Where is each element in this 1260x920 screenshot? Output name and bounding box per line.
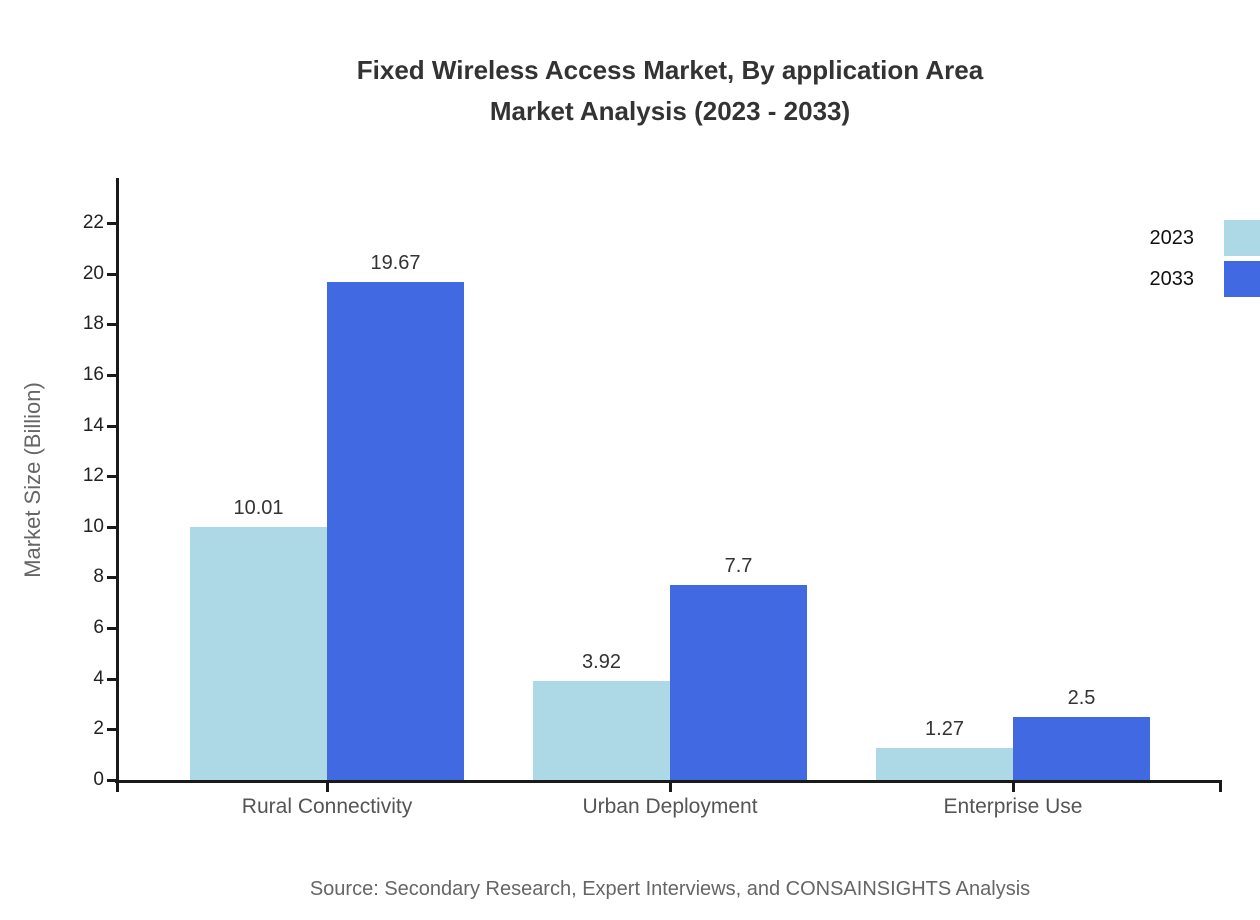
y-tick-label: 16 (82, 363, 104, 385)
bar-value-label: 3.92 (582, 650, 621, 673)
legend-label: 2023 (1149, 227, 1195, 249)
x-tick (1012, 783, 1015, 792)
category-label: Urban Deployment (582, 795, 758, 818)
bar-value-label: 2.5 (1067, 686, 1096, 709)
x-tick (326, 783, 329, 792)
bar (670, 585, 807, 780)
y-tick-label: 20 (82, 262, 104, 284)
x-tick (116, 783, 119, 792)
bar (876, 747, 1013, 780)
bar (190, 526, 327, 780)
y-tick-label: 8 (93, 566, 104, 588)
y-tick (107, 525, 116, 529)
chart-title-line2: Market Analysis (2023 - 2033) (489, 96, 851, 126)
bar-value-label: 10.01 (233, 496, 284, 519)
y-tick-label: 0 (93, 769, 104, 790)
y-tick (107, 576, 116, 580)
y-tick-label: 18 (82, 313, 104, 335)
legend-swatch (1224, 261, 1260, 297)
legend-label: 2033 (1149, 268, 1195, 290)
y-axis-line (116, 178, 119, 783)
bar-value-label: 19.67 (370, 251, 421, 274)
chart-title: Fixed Wireless Access Market, By applica… (118, 50, 1222, 132)
legend-swatch (1224, 220, 1260, 256)
bar (327, 281, 464, 780)
y-tick-label: 4 (93, 667, 104, 689)
bar-value-label: 7.7 (724, 555, 753, 578)
bar (1013, 716, 1150, 780)
y-tick (107, 373, 116, 377)
y-tick-label: 10 (82, 515, 104, 537)
source-note: Source: Secondary Research, Expert Inter… (309, 878, 1031, 900)
category-label: Rural Connectivity (241, 795, 413, 818)
x-tick (1219, 783, 1222, 792)
category-label: Enterprise Use (943, 795, 1083, 818)
y-tick (107, 475, 116, 479)
x-tick (669, 783, 672, 792)
bar-value-label: 1.27 (925, 717, 964, 740)
x-axis-line (115, 780, 1222, 783)
y-tick (107, 779, 116, 782)
y-tick (107, 323, 116, 327)
y-tick-label: 12 (82, 465, 104, 487)
y-tick (107, 222, 116, 225)
y-tick-label: 2 (93, 718, 104, 740)
y-tick (107, 728, 116, 732)
y-tick-label: 22 (82, 212, 104, 233)
y-tick-label: 6 (93, 617, 104, 639)
y-tick (107, 424, 116, 428)
y-tick (107, 272, 116, 276)
chart-title-line1: Fixed Wireless Access Market, By applica… (356, 55, 984, 85)
y-tick (107, 677, 116, 681)
bar (533, 680, 670, 780)
y-tick-label: 14 (82, 414, 104, 436)
y-tick (107, 627, 116, 631)
